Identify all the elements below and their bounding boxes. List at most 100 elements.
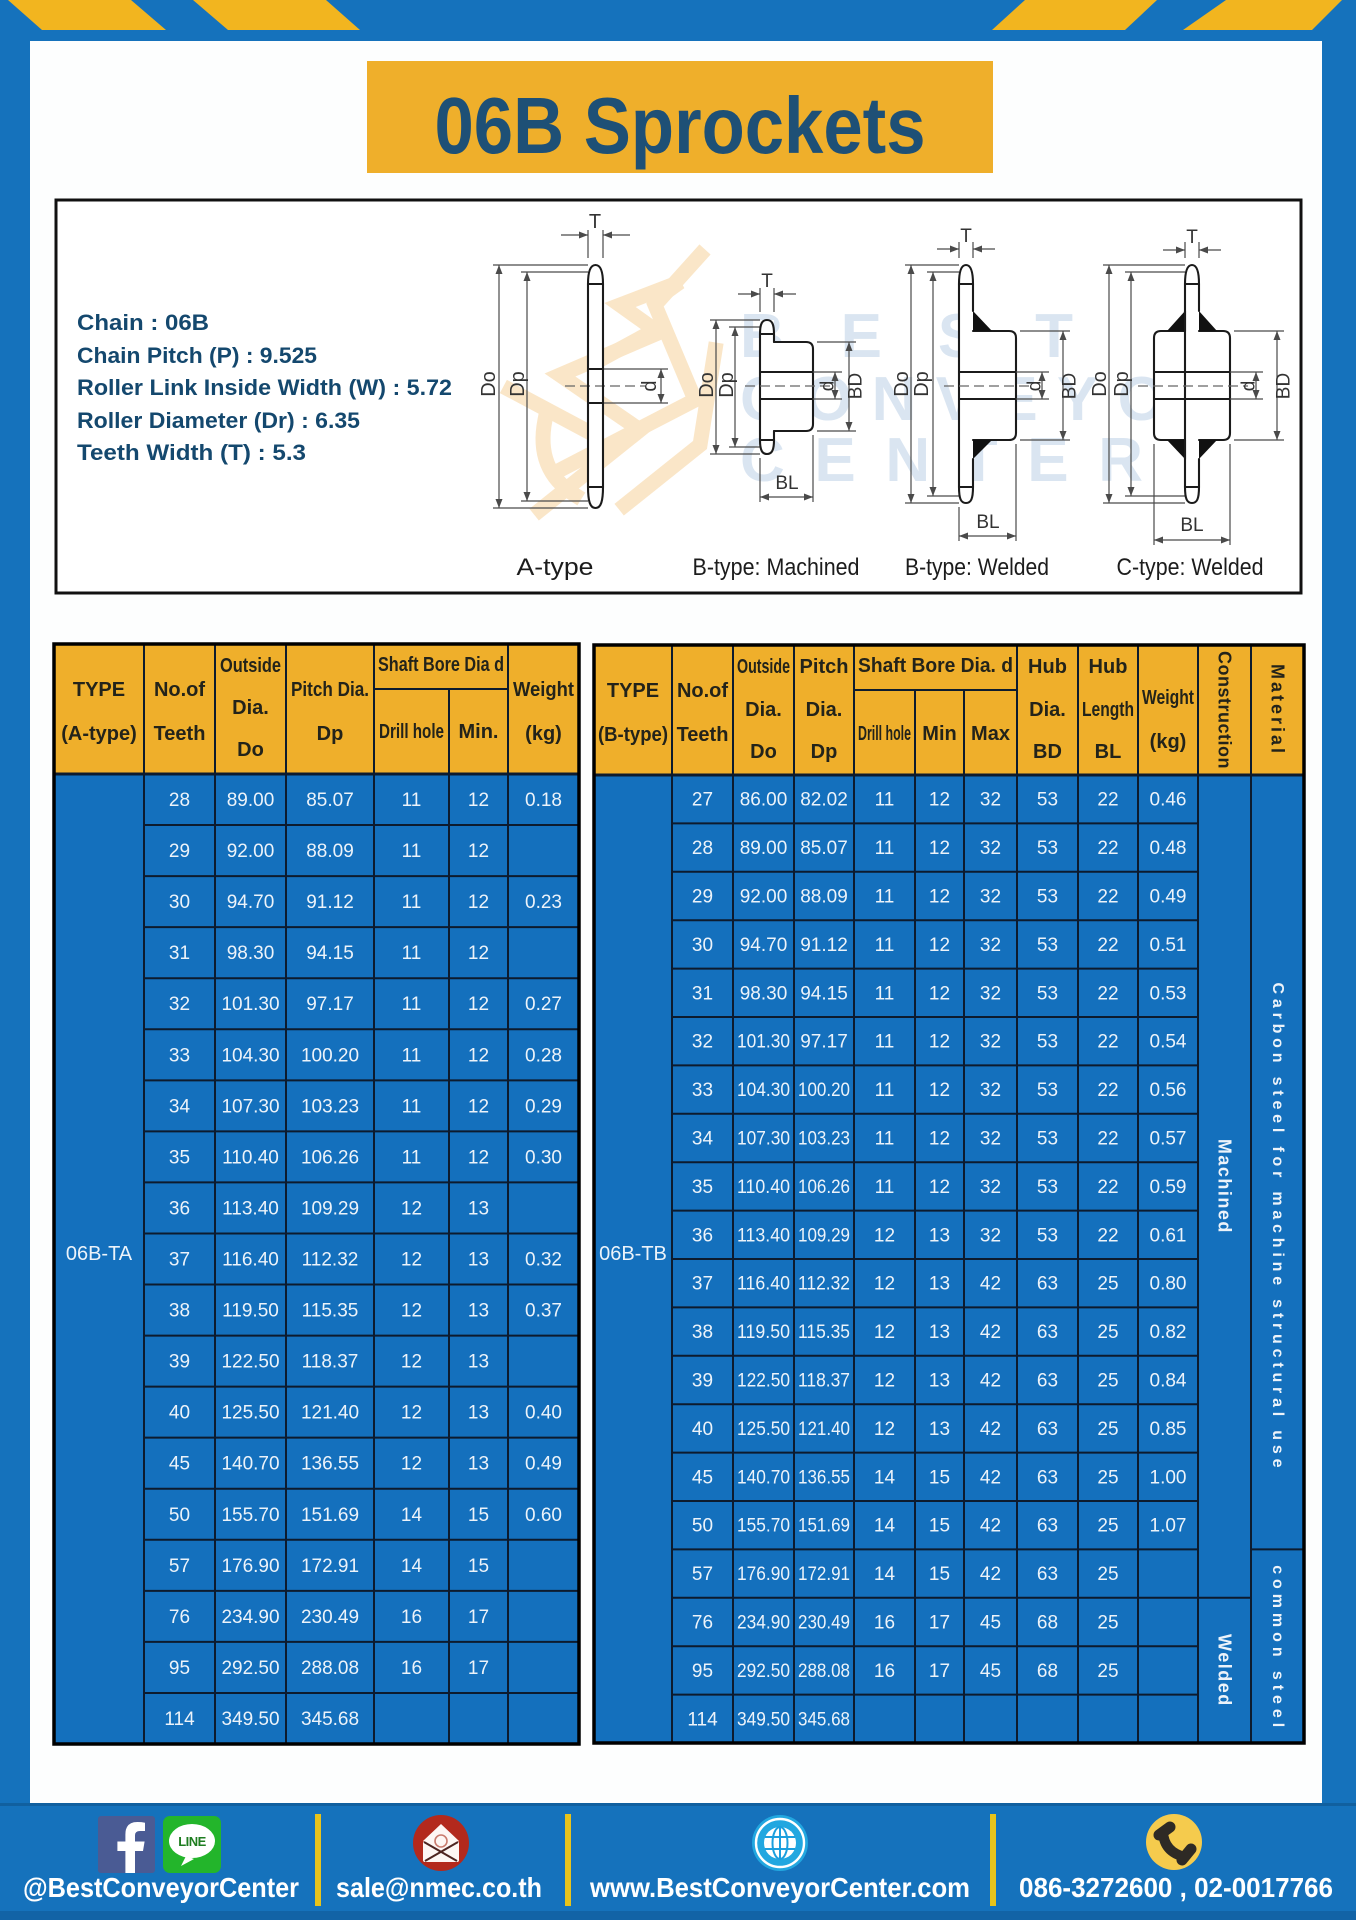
svg-text:40: 40 — [169, 1403, 190, 1424]
svg-text:Material: Material — [1268, 664, 1288, 756]
svg-text:110.40: 110.40 — [222, 1147, 279, 1168]
svg-text:12: 12 — [468, 943, 489, 964]
svg-text:06B-TB: 06B-TB — [599, 1243, 667, 1265]
svg-text:42: 42 — [980, 1467, 1001, 1488]
svg-text:136.55: 136.55 — [798, 1467, 850, 1488]
svg-text:30: 30 — [692, 935, 713, 956]
svg-text:36: 36 — [169, 1198, 190, 1219]
svg-text:A-type: A-type — [517, 554, 594, 581]
svg-text:172.91: 172.91 — [301, 1556, 359, 1577]
svg-text:25: 25 — [1097, 1516, 1118, 1537]
svg-text:118.37: 118.37 — [798, 1371, 850, 1392]
svg-text:0.53: 0.53 — [1150, 983, 1187, 1004]
svg-text:32: 32 — [980, 1177, 1001, 1198]
svg-text:14: 14 — [874, 1564, 896, 1585]
svg-text:12: 12 — [401, 1352, 422, 1373]
svg-text:89.00: 89.00 — [740, 838, 788, 859]
svg-text:12: 12 — [468, 892, 489, 913]
svg-text:112.32: 112.32 — [302, 1250, 359, 1271]
svg-text:13: 13 — [468, 1250, 489, 1271]
svg-text:11: 11 — [875, 1177, 895, 1198]
svg-text:37: 37 — [692, 1274, 713, 1295]
svg-text:Roller Link Inside Width (W): Roller Link Inside Width (W) : 5.72 — [77, 375, 452, 400]
svg-text:Pitch: Pitch — [800, 656, 849, 678]
svg-text:109.29: 109.29 — [798, 1225, 850, 1246]
svg-text:91.12: 91.12 — [800, 935, 848, 956]
svg-text:101.30: 101.30 — [221, 994, 279, 1015]
svg-text:0.18: 0.18 — [525, 790, 562, 811]
svg-text:63: 63 — [1037, 1274, 1058, 1295]
svg-text:12: 12 — [874, 1371, 895, 1392]
svg-text:Dp: Dp — [1111, 371, 1133, 397]
svg-text:T: T — [1186, 227, 1198, 248]
svg-text:Dp: Dp — [811, 741, 838, 763]
svg-text:86.00: 86.00 — [740, 790, 788, 811]
svg-text:086-3272600 , 02-0017766: 086-3272600 , 02-0017766 — [1019, 1872, 1333, 1903]
svg-text:12: 12 — [874, 1274, 895, 1295]
svg-text:292.50: 292.50 — [737, 1661, 790, 1682]
svg-text:31: 31 — [169, 943, 190, 964]
svg-text:39: 39 — [692, 1371, 713, 1392]
svg-text:0.54: 0.54 — [1150, 1032, 1187, 1053]
svg-text:42: 42 — [980, 1274, 1001, 1295]
svg-text:13: 13 — [468, 1454, 489, 1475]
svg-text:No.of: No.of — [154, 679, 205, 701]
svg-text:53: 53 — [1037, 983, 1058, 1004]
svg-text:100.20: 100.20 — [301, 1045, 359, 1066]
svg-text:107.30: 107.30 — [737, 1129, 790, 1150]
svg-text:98.30: 98.30 — [740, 983, 788, 1004]
svg-text:92.00: 92.00 — [740, 887, 788, 908]
svg-text:94.15: 94.15 — [306, 943, 354, 964]
svg-text:15: 15 — [929, 1467, 950, 1488]
svg-text:BL: BL — [976, 512, 999, 533]
svg-text:(B-type): (B-type) — [598, 724, 668, 746]
svg-text:38: 38 — [692, 1322, 713, 1343]
svg-text:92.00: 92.00 — [227, 841, 275, 862]
svg-text:25: 25 — [1097, 1419, 1118, 1440]
svg-text:Teeth: Teeth — [677, 724, 729, 746]
svg-text:12: 12 — [401, 1454, 422, 1475]
svg-text:Teeth Width (T) : 5.3: Teeth Width (T) : 5.3 — [77, 440, 306, 465]
svg-text:17: 17 — [929, 1661, 950, 1682]
svg-text:13: 13 — [468, 1352, 489, 1373]
svg-text:288.08: 288.08 — [798, 1661, 850, 1682]
svg-text:@BestConveyorCenter: @BestConveyorCenter — [23, 1872, 299, 1903]
svg-text:0.30: 0.30 — [525, 1147, 562, 1168]
svg-text:121.40: 121.40 — [301, 1403, 359, 1424]
svg-text:12: 12 — [929, 1080, 950, 1101]
svg-text:28: 28 — [692, 838, 713, 859]
svg-text:136.55: 136.55 — [301, 1454, 359, 1475]
svg-text:107.30: 107.30 — [221, 1096, 279, 1117]
svg-text:45: 45 — [980, 1613, 1001, 1634]
svg-text:22: 22 — [1097, 1080, 1118, 1101]
svg-text:BD: BD — [1033, 741, 1062, 763]
svg-text:234.90: 234.90 — [221, 1607, 279, 1628]
svg-text:14: 14 — [401, 1505, 423, 1526]
svg-text:98.30: 98.30 — [227, 943, 275, 964]
svg-text:12: 12 — [929, 983, 950, 1004]
svg-text:Dia.: Dia. — [232, 697, 269, 719]
svg-text:176.90: 176.90 — [737, 1564, 790, 1585]
svg-text:57: 57 — [692, 1564, 713, 1585]
svg-text:11: 11 — [875, 935, 895, 956]
svg-text:25: 25 — [1097, 1371, 1118, 1392]
svg-text:95: 95 — [169, 1658, 190, 1679]
svg-text:345.68: 345.68 — [798, 1709, 850, 1730]
svg-text:122.50: 122.50 — [737, 1371, 790, 1392]
svg-text:12: 12 — [929, 790, 950, 811]
svg-text:www.BestConveyorCenter.com: www.BestConveyorCenter.com — [589, 1872, 970, 1903]
svg-text:12: 12 — [929, 1177, 950, 1198]
svg-text:0.60: 0.60 — [525, 1505, 562, 1526]
svg-text:Dia.: Dia. — [745, 699, 782, 721]
svg-text:TYPE: TYPE — [607, 680, 659, 702]
svg-text:12: 12 — [929, 838, 950, 859]
svg-text:(kg): (kg) — [1150, 731, 1187, 753]
svg-text:(A-type): (A-type) — [61, 723, 137, 745]
svg-text:115.35: 115.35 — [798, 1322, 850, 1343]
svg-text:76: 76 — [169, 1607, 190, 1628]
svg-text:BL: BL — [775, 473, 798, 494]
svg-text:155.70: 155.70 — [221, 1505, 279, 1526]
svg-text:32: 32 — [980, 887, 1001, 908]
svg-text:Dp: Dp — [507, 371, 529, 397]
svg-text:104.30: 104.30 — [221, 1045, 279, 1066]
